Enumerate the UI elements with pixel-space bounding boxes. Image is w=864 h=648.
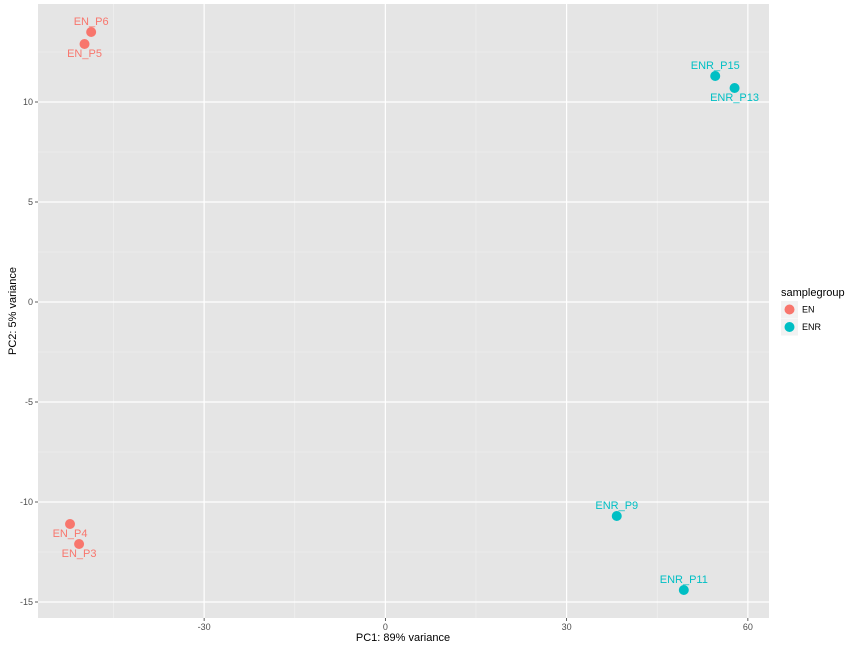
y-axis-title: PC2: 5% variance (7, 267, 19, 355)
y-tick-label: -10 (20, 497, 33, 507)
legend-key (784, 304, 795, 315)
point-label: EN_P5 (67, 48, 102, 60)
point-label: EN_P4 (53, 528, 88, 540)
y-tick-label: -5 (25, 397, 33, 407)
point-label: EN_P3 (62, 548, 97, 560)
point-label: ENR_P13 (710, 92, 759, 104)
data-points (65, 27, 740, 595)
x-tick-label: 30 (562, 622, 572, 632)
y-tick-label: -15 (20, 597, 33, 607)
x-axis-title: PC1: 89% variance (356, 632, 450, 644)
minor-gridlines (38, 4, 769, 618)
data-point (79, 39, 90, 49)
legend-label: EN (802, 305, 815, 315)
legend-key (784, 322, 795, 332)
legend-label: ENR (802, 322, 822, 332)
point-label: ENR_P9 (595, 500, 638, 512)
x-axis-ticks: -30 0 30 60 (198, 618, 753, 632)
y-tick-label: 10 (23, 97, 33, 107)
data-point (65, 519, 76, 529)
data-point (611, 511, 622, 521)
x-tick-label: 60 (743, 622, 753, 632)
data-point (678, 585, 689, 595)
major-gridlines (38, 4, 769, 618)
y-tick-label: 5 (28, 197, 33, 207)
point-labels: EN_P6 EN_P5 EN_P4 EN_P3 ENR_P15 ENR_P13 ENR_P9… (53, 16, 759, 586)
data-point (710, 71, 721, 81)
data-point (74, 539, 85, 549)
x-tick-label: 0 (383, 622, 388, 632)
legend: samplegroup EN ENR (781, 287, 845, 336)
legend-title: samplegroup (781, 287, 845, 299)
x-tick-label: -30 (198, 622, 211, 632)
point-label: EN_P6 (74, 16, 109, 28)
point-label: ENR_P15 (691, 60, 740, 72)
y-axis-ticks: -15 -10 -5 0 5 10 (20, 97, 38, 607)
y-tick-label: 0 (28, 297, 33, 307)
panel-background (38, 4, 769, 618)
data-point (86, 27, 97, 37)
point-label: ENR_P11 (660, 574, 708, 586)
data-point (729, 83, 740, 93)
